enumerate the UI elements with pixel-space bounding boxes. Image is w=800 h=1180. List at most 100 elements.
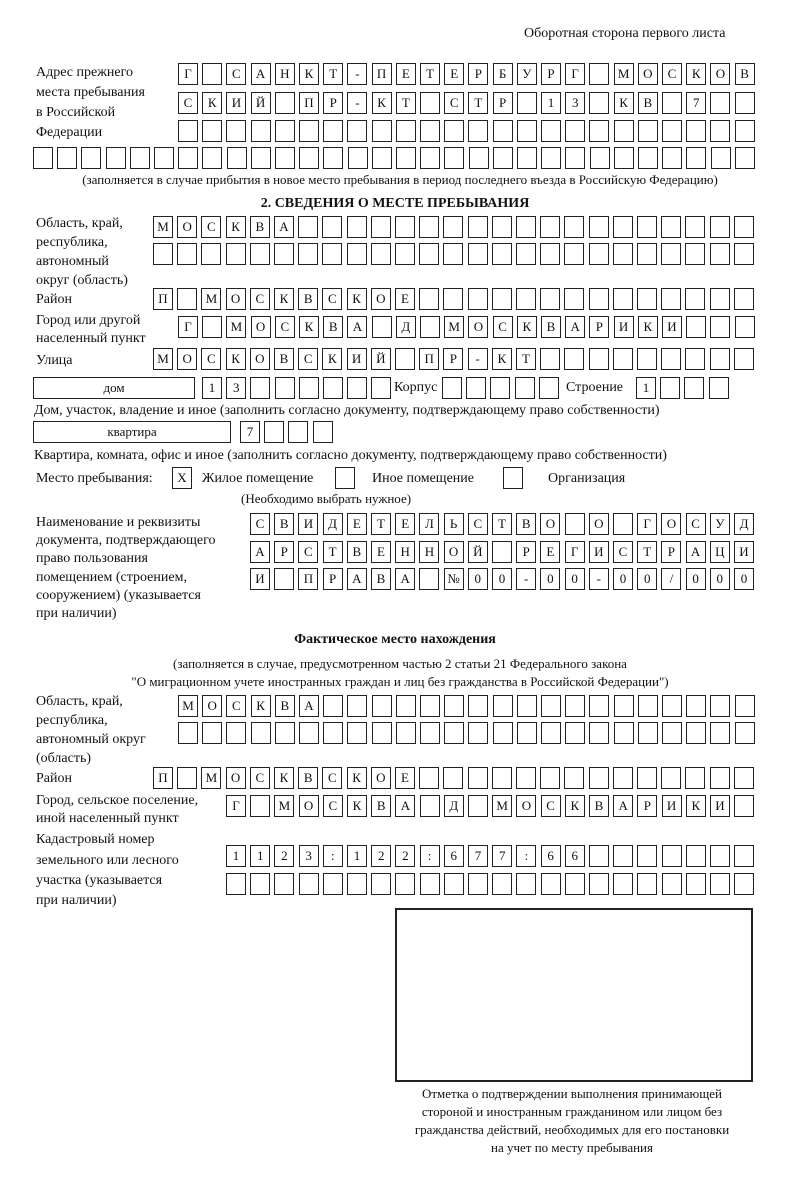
char-box: М [201, 288, 222, 310]
char-box [660, 377, 681, 399]
char-box [395, 216, 415, 238]
char-box [710, 120, 731, 142]
char-box: В [323, 316, 344, 338]
char-box: 0 [637, 568, 658, 590]
char-box [226, 120, 247, 142]
char-box [298, 243, 319, 265]
actual-note-2: "О миграционном учете иностранных гражда… [131, 674, 669, 689]
char-box: Р [492, 92, 513, 114]
char-box: О [225, 288, 246, 310]
char-box [612, 288, 633, 310]
char-box [274, 873, 295, 895]
prev-address-label-2: места пребывания [36, 85, 145, 100]
char-box [661, 873, 682, 895]
char-box [564, 348, 585, 370]
char-box [154, 147, 174, 169]
char-box: А [395, 568, 416, 590]
char-box: - [347, 92, 368, 114]
char-box [734, 795, 755, 817]
char-box [709, 216, 730, 238]
char-box [443, 288, 464, 310]
char-box [419, 243, 440, 265]
char-box [468, 120, 489, 142]
char-box [637, 288, 657, 310]
char-box [612, 348, 633, 370]
char-box [419, 216, 440, 238]
char-box: К [371, 92, 392, 114]
char-box [442, 377, 462, 399]
char-box: М [226, 316, 247, 338]
char-box: К [322, 348, 343, 370]
char-box: 1 [541, 92, 561, 114]
char-box [661, 288, 682, 310]
char-box: К [346, 288, 367, 310]
char-box [637, 695, 658, 717]
char-box [734, 92, 755, 114]
char-box [468, 795, 488, 817]
char-box: С [178, 92, 198, 114]
char-box [492, 722, 513, 744]
char-box [733, 348, 754, 370]
char-box [323, 120, 344, 142]
char-box [33, 147, 53, 169]
char-box: К [491, 348, 512, 370]
char-box [274, 92, 295, 114]
page-header: Оборотная сторона первого листа [524, 26, 726, 41]
flat-type-box: квартира [33, 421, 231, 443]
char-box: А [613, 795, 634, 817]
char-box [589, 695, 610, 717]
char-box: 3 [565, 92, 586, 114]
stay-note: (Необходимо выбрать нужное) [241, 491, 412, 506]
char-box: И [298, 513, 319, 535]
char-box [637, 767, 657, 789]
char-box [540, 767, 561, 789]
char-box [491, 243, 512, 265]
section2-title: 2. СВЕДЕНИЯ О МЕСТЕ ПРЕБЫВАНИЯ [260, 196, 530, 211]
region-label-1: Область, край, [36, 216, 123, 231]
char-box [638, 147, 658, 169]
char-box [662, 147, 683, 169]
char-box [299, 147, 320, 169]
char-box [686, 722, 707, 744]
doc-label-2: документа, подтверждающего [36, 533, 216, 548]
char-box [275, 147, 295, 169]
prev-address-label-1: Адрес прежнего [36, 65, 133, 80]
char-box [661, 243, 682, 265]
char-box: Д [734, 513, 754, 535]
char-box: Т [492, 513, 512, 535]
char-box: О [468, 316, 489, 338]
stay-checkbox-organization [503, 467, 523, 489]
char-box [250, 795, 271, 817]
char-box: П [299, 92, 319, 114]
char-box [588, 288, 609, 310]
char-box: В [734, 63, 755, 85]
char-box: Р [468, 63, 489, 85]
char-box: В [589, 795, 609, 817]
char-box: С [322, 288, 343, 310]
char-box: С [322, 767, 343, 789]
char-box: 0 [709, 568, 730, 590]
char-box [466, 377, 487, 399]
char-box: С [444, 92, 465, 114]
char-box [274, 120, 295, 142]
char-box: В [371, 795, 392, 817]
char-box: И [613, 316, 634, 338]
char-box [347, 873, 367, 895]
char-box: Г [226, 795, 246, 817]
char-box [420, 120, 440, 142]
char-box [733, 767, 754, 789]
char-box [396, 147, 416, 169]
char-box: С [298, 541, 319, 563]
prev-address-note: (заполняется в случае прибытия в новое м… [82, 172, 718, 187]
char-box: Д [395, 316, 416, 338]
char-box [250, 377, 271, 399]
char-box: С [613, 541, 633, 563]
char-box: К [274, 767, 294, 789]
char-box: И [734, 541, 754, 563]
char-box [709, 288, 730, 310]
char-box: К [274, 288, 294, 310]
confirmation-stamp-box [395, 908, 753, 1082]
char-box: Д [322, 513, 343, 535]
actual-region-label-1: Область, край, [36, 694, 123, 709]
char-box [492, 147, 513, 169]
